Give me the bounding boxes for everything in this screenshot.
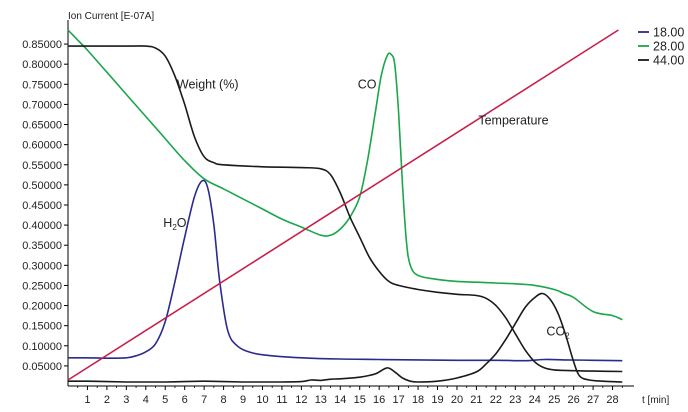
legend-label: 18.00 <box>653 26 684 40</box>
x-tick-label: 25 <box>548 394 560 406</box>
y-ticks: 0.05000 0.10000 0.15000 0.20000 0.25000 0.300… <box>22 39 68 373</box>
x-tick-label: 20 <box>451 394 463 406</box>
x-tick-label: 22 <box>490 394 502 406</box>
y-axis-title: Ion Current [E-07A] <box>68 11 154 22</box>
x-tick-label: 27 <box>587 394 599 406</box>
annotation-text: CO <box>546 325 565 339</box>
x-tick-label: 19 <box>431 394 443 406</box>
annotation-label: CO2 <box>546 325 570 341</box>
annotation-label: Temperature <box>478 114 548 128</box>
x-tick-label: 28 <box>606 394 618 406</box>
y-tick-label: 0.40000 <box>22 220 62 232</box>
annotation-subscript: 2 <box>565 332 570 341</box>
axes <box>67 20 634 387</box>
y-tick-label: 0.50000 <box>22 180 62 192</box>
annotation-text: H <box>163 216 172 230</box>
y-tick-label: 0.80000 <box>22 59 62 71</box>
x-tick-label: 9 <box>240 394 246 406</box>
x-tick-label: 2 <box>104 394 110 406</box>
y-tick-label: 0.20000 <box>22 301 62 313</box>
y-tick-label: 0.35000 <box>22 240 62 252</box>
x-tick-label: 10 <box>256 394 268 406</box>
y-tick-label: 0.60000 <box>22 140 62 152</box>
annotation-label: CO <box>358 77 377 91</box>
y-tick-label: 0.45000 <box>22 200 62 212</box>
x-tick-label: 11 <box>276 394 287 406</box>
x-tick-label: 15 <box>354 394 366 406</box>
x-ticks: 1 2 3 4 5 6 7 8 9 10 11 12 13 14 15 16 17 18 19 20 21 22 23 24 2… <box>77 386 623 406</box>
annotation-subscript: 2 <box>172 223 177 232</box>
legend-label: 44.00 <box>653 54 684 68</box>
y-tick-label: 0.30000 <box>22 260 62 272</box>
x-tick-label: 23 <box>509 394 521 406</box>
x-tick-label: 4 <box>143 394 149 406</box>
annotation-text: CO <box>358 77 377 91</box>
y-tick-label: 0.65000 <box>22 120 62 132</box>
x-tick-label: 13 <box>315 394 327 406</box>
x-tick-label: 5 <box>162 394 168 406</box>
y-tick-label: 0.75000 <box>22 79 62 91</box>
y-tick-label: 0.55000 <box>22 160 62 172</box>
x-tick-label: 7 <box>201 394 207 406</box>
series-lines <box>67 29 623 383</box>
x-tick-label: 14 <box>334 394 346 406</box>
series-line-s18 <box>68 179 623 362</box>
x-tick-label: 3 <box>123 394 129 406</box>
x-tick-label: 6 <box>182 394 188 406</box>
x-tick-label: 17 <box>392 394 404 406</box>
legend-label: 28.00 <box>653 40 684 54</box>
annotation-text-tail: O <box>177 216 187 230</box>
series-line-s28 <box>67 29 623 321</box>
y-tick-label: 0.05000 <box>22 361 62 373</box>
x-tick-label: 18 <box>412 394 424 406</box>
y-tick-label: 0.70000 <box>22 99 62 111</box>
annotation-label: Weight (%) <box>177 77 239 91</box>
y-tick-label: 0.15000 <box>22 321 62 333</box>
y-tick-label: 0.85000 <box>22 39 62 51</box>
annotation-text: Weight (%) <box>177 77 239 91</box>
x-axis-title: t [min] <box>642 395 669 406</box>
x-tick-label: 24 <box>529 394 541 406</box>
x-tick-label: 26 <box>568 394 580 406</box>
y-tick-label: 0.25000 <box>22 280 62 292</box>
x-tick-label: 16 <box>373 394 385 406</box>
x-tick-label: 21 <box>470 394 482 406</box>
y-tick-label: 0.10000 <box>22 341 62 353</box>
series-line-weight <box>67 45 623 373</box>
annotation-label: H2O <box>163 216 186 232</box>
series-line-s44 <box>67 292 623 383</box>
x-tick-label: 1 <box>84 394 90 406</box>
annotation-text: Temperature <box>478 114 548 128</box>
x-tick-label: 12 <box>295 394 307 406</box>
series-line-temperature <box>67 29 619 381</box>
x-tick-label: 8 <box>221 394 227 406</box>
